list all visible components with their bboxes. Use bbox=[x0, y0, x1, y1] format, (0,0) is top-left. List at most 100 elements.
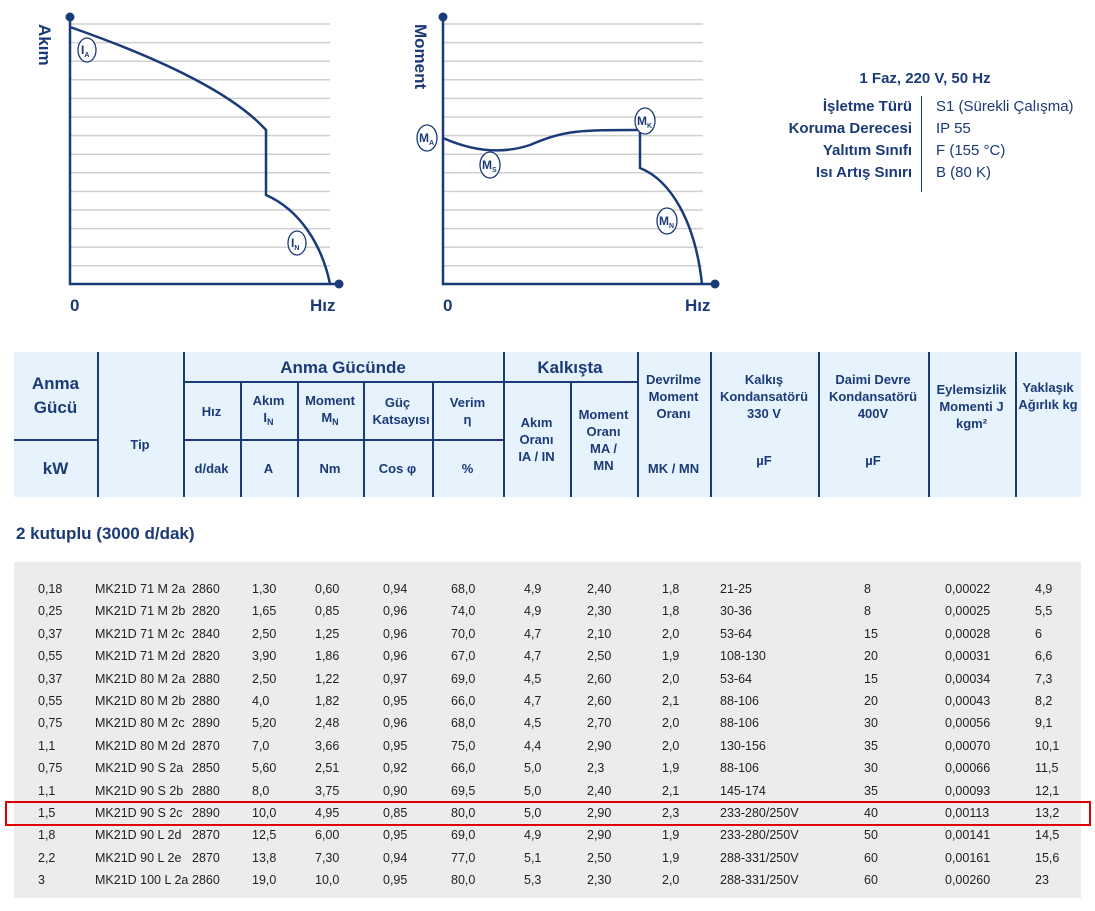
divider bbox=[921, 96, 922, 192]
table-cell: 0,75 bbox=[38, 716, 63, 731]
table-cell: 1,9 bbox=[662, 649, 680, 664]
col-agirlik: Yaklaşık Ağırlık kg bbox=[1015, 352, 1081, 440]
table-cell: 1,9 bbox=[662, 828, 680, 843]
column-divider bbox=[710, 352, 712, 497]
table-cell: 68,0 bbox=[451, 582, 476, 596]
table-cell: 1,8 bbox=[662, 604, 680, 619]
header-text: Eylemsizlik Momenti J bbox=[936, 381, 1007, 414]
torque-curve bbox=[442, 128, 704, 285]
table-cell: 2850 bbox=[192, 761, 220, 776]
header-text: Nm bbox=[319, 461, 341, 476]
table-cell: MK21D 71 M 2c bbox=[95, 626, 185, 641]
table-row: 1,1 MK21D 80 M 2d 2870 7,0 3,66 0,95 75,0 4,4 2,… bbox=[0, 736, 1095, 758]
col-akim: Akım IN bbox=[240, 382, 297, 440]
table-cell: 2880 bbox=[192, 694, 220, 708]
table-cell: 4,5 bbox=[524, 671, 542, 686]
header-text: Yaklaşık Ağırlık kg bbox=[1018, 380, 1078, 412]
current-axes bbox=[68, 17, 339, 286]
col-hiz-unit: d/dak bbox=[183, 440, 240, 497]
header-text: Moment Oranı bbox=[578, 406, 629, 439]
marker-ms: MS bbox=[479, 151, 501, 179]
table-cell: 0,96 bbox=[383, 604, 408, 619]
column-divider bbox=[1015, 352, 1017, 497]
axis-end-dot bbox=[65, 12, 75, 22]
header-text: Anma Gücü bbox=[31, 374, 80, 417]
spec-label: Koruma Derecesi bbox=[788, 120, 912, 137]
table-cell: 0,96 bbox=[383, 716, 408, 731]
table-row: 2,2 MK21D 90 L 2e 2870 13,8 7,30 0,94 77,0 5,1 2… bbox=[0, 848, 1095, 870]
column-divider bbox=[503, 352, 505, 497]
col-akim-unit: A bbox=[240, 440, 297, 497]
col-akim-orani: Akım Oranı IA / IN bbox=[503, 382, 570, 497]
characteristic-curves: IA IN MA MS MK MN bbox=[65, 12, 720, 289]
table-cell: 2860 bbox=[192, 582, 220, 596]
table-cell: 0,00034 bbox=[945, 671, 991, 686]
table-cell: 69,0 bbox=[451, 671, 476, 686]
table-cell: 40 bbox=[864, 806, 878, 820]
table-cell: 2,50 bbox=[587, 850, 612, 865]
table-cell: 2870 bbox=[192, 738, 220, 753]
header-text: Kalkışta bbox=[537, 357, 603, 377]
table-cell: MK21D 90 S 2c bbox=[95, 806, 183, 820]
table-cell: 5,5 bbox=[1035, 604, 1053, 619]
header-text: Moment bbox=[305, 392, 355, 408]
table-cell: 7,30 bbox=[315, 850, 340, 865]
table-cell: 1,9 bbox=[662, 761, 680, 776]
table-cell: 2870 bbox=[192, 850, 220, 865]
table-cell: 4,5 bbox=[524, 716, 542, 731]
torque-chart-grid bbox=[443, 23, 703, 267]
torque-axes bbox=[441, 17, 715, 286]
table-cell: 0,00022 bbox=[945, 582, 991, 596]
table-cell: 0,00056 bbox=[945, 716, 991, 731]
table-cell: 6 bbox=[1035, 626, 1042, 641]
table-cell: 15,6 bbox=[1035, 850, 1060, 865]
table-cell: 66,0 bbox=[451, 694, 476, 708]
table-cell: 10,0 bbox=[252, 806, 277, 820]
table-cell: 5,0 bbox=[524, 761, 542, 776]
spec-row: İşletme Türü S1 (Sürekli Çalışma) bbox=[700, 98, 1095, 120]
table-cell: 1,65 bbox=[252, 604, 277, 619]
table-cell: 2880 bbox=[192, 671, 220, 686]
table-cell: 1,8 bbox=[662, 582, 680, 596]
table-cell: 19,0 bbox=[252, 873, 277, 888]
table-cell: 21-25 bbox=[720, 582, 752, 596]
table-cell: 60 bbox=[864, 873, 878, 888]
header-text: MA / MN bbox=[590, 440, 617, 473]
table-cell: 69,0 bbox=[451, 828, 476, 843]
table-cell: 0,00093 bbox=[945, 783, 991, 798]
table-cell: 2,0 bbox=[662, 873, 680, 888]
table-cell: 2,1 bbox=[662, 783, 680, 798]
table-cell: 0,00113 bbox=[945, 806, 990, 820]
col-devrilme: Devrilme Moment Oranı bbox=[637, 352, 710, 440]
table-cell: 0,00031 bbox=[945, 649, 991, 664]
table-cell: 5,0 bbox=[524, 783, 542, 798]
subscript: N bbox=[332, 416, 339, 427]
table-cell: 2,50 bbox=[252, 626, 277, 641]
spec-label: Yalıtım Sınıfı bbox=[822, 142, 912, 159]
header-text: Verim bbox=[449, 395, 486, 410]
table-cell: 2,10 bbox=[587, 626, 612, 641]
marker-in: IN bbox=[287, 230, 307, 256]
table-cell: 0,95 bbox=[383, 694, 408, 708]
table-cell: 2,50 bbox=[587, 649, 612, 664]
header-text: I bbox=[263, 409, 268, 425]
table-cell: 88-106 bbox=[720, 694, 759, 708]
table-cell: 0,96 bbox=[383, 626, 408, 641]
spec-row: Yalıtım Sınıfı F (155 °C) bbox=[700, 142, 1095, 164]
table-cell: 15 bbox=[864, 626, 878, 641]
table-cell: 1,8 bbox=[38, 828, 56, 843]
table-row: 0,37 MK21D 80 M 2a 2880 2,50 1,22 0,97 69,0 4,5… bbox=[0, 669, 1095, 691]
table-cell: 5,1 bbox=[524, 850, 542, 865]
table-cell: 0,00028 bbox=[945, 626, 991, 641]
table-cell: 8,2 bbox=[1035, 694, 1053, 708]
axis-end-dot bbox=[334, 279, 344, 289]
table-cell: 145-174 bbox=[720, 783, 766, 798]
table-cell: 3 bbox=[38, 873, 45, 888]
current-chart-grid bbox=[70, 23, 330, 267]
table-cell: 0,92 bbox=[383, 761, 408, 776]
table-row: 1,5 MK21D 90 S 2c 2890 10,0 4,95 0,85 80,0 5,0 2… bbox=[0, 803, 1095, 825]
table-cell: 0,37 bbox=[38, 671, 63, 686]
table-cell: 0,25 bbox=[38, 604, 63, 619]
table-cell: 15 bbox=[864, 671, 878, 686]
